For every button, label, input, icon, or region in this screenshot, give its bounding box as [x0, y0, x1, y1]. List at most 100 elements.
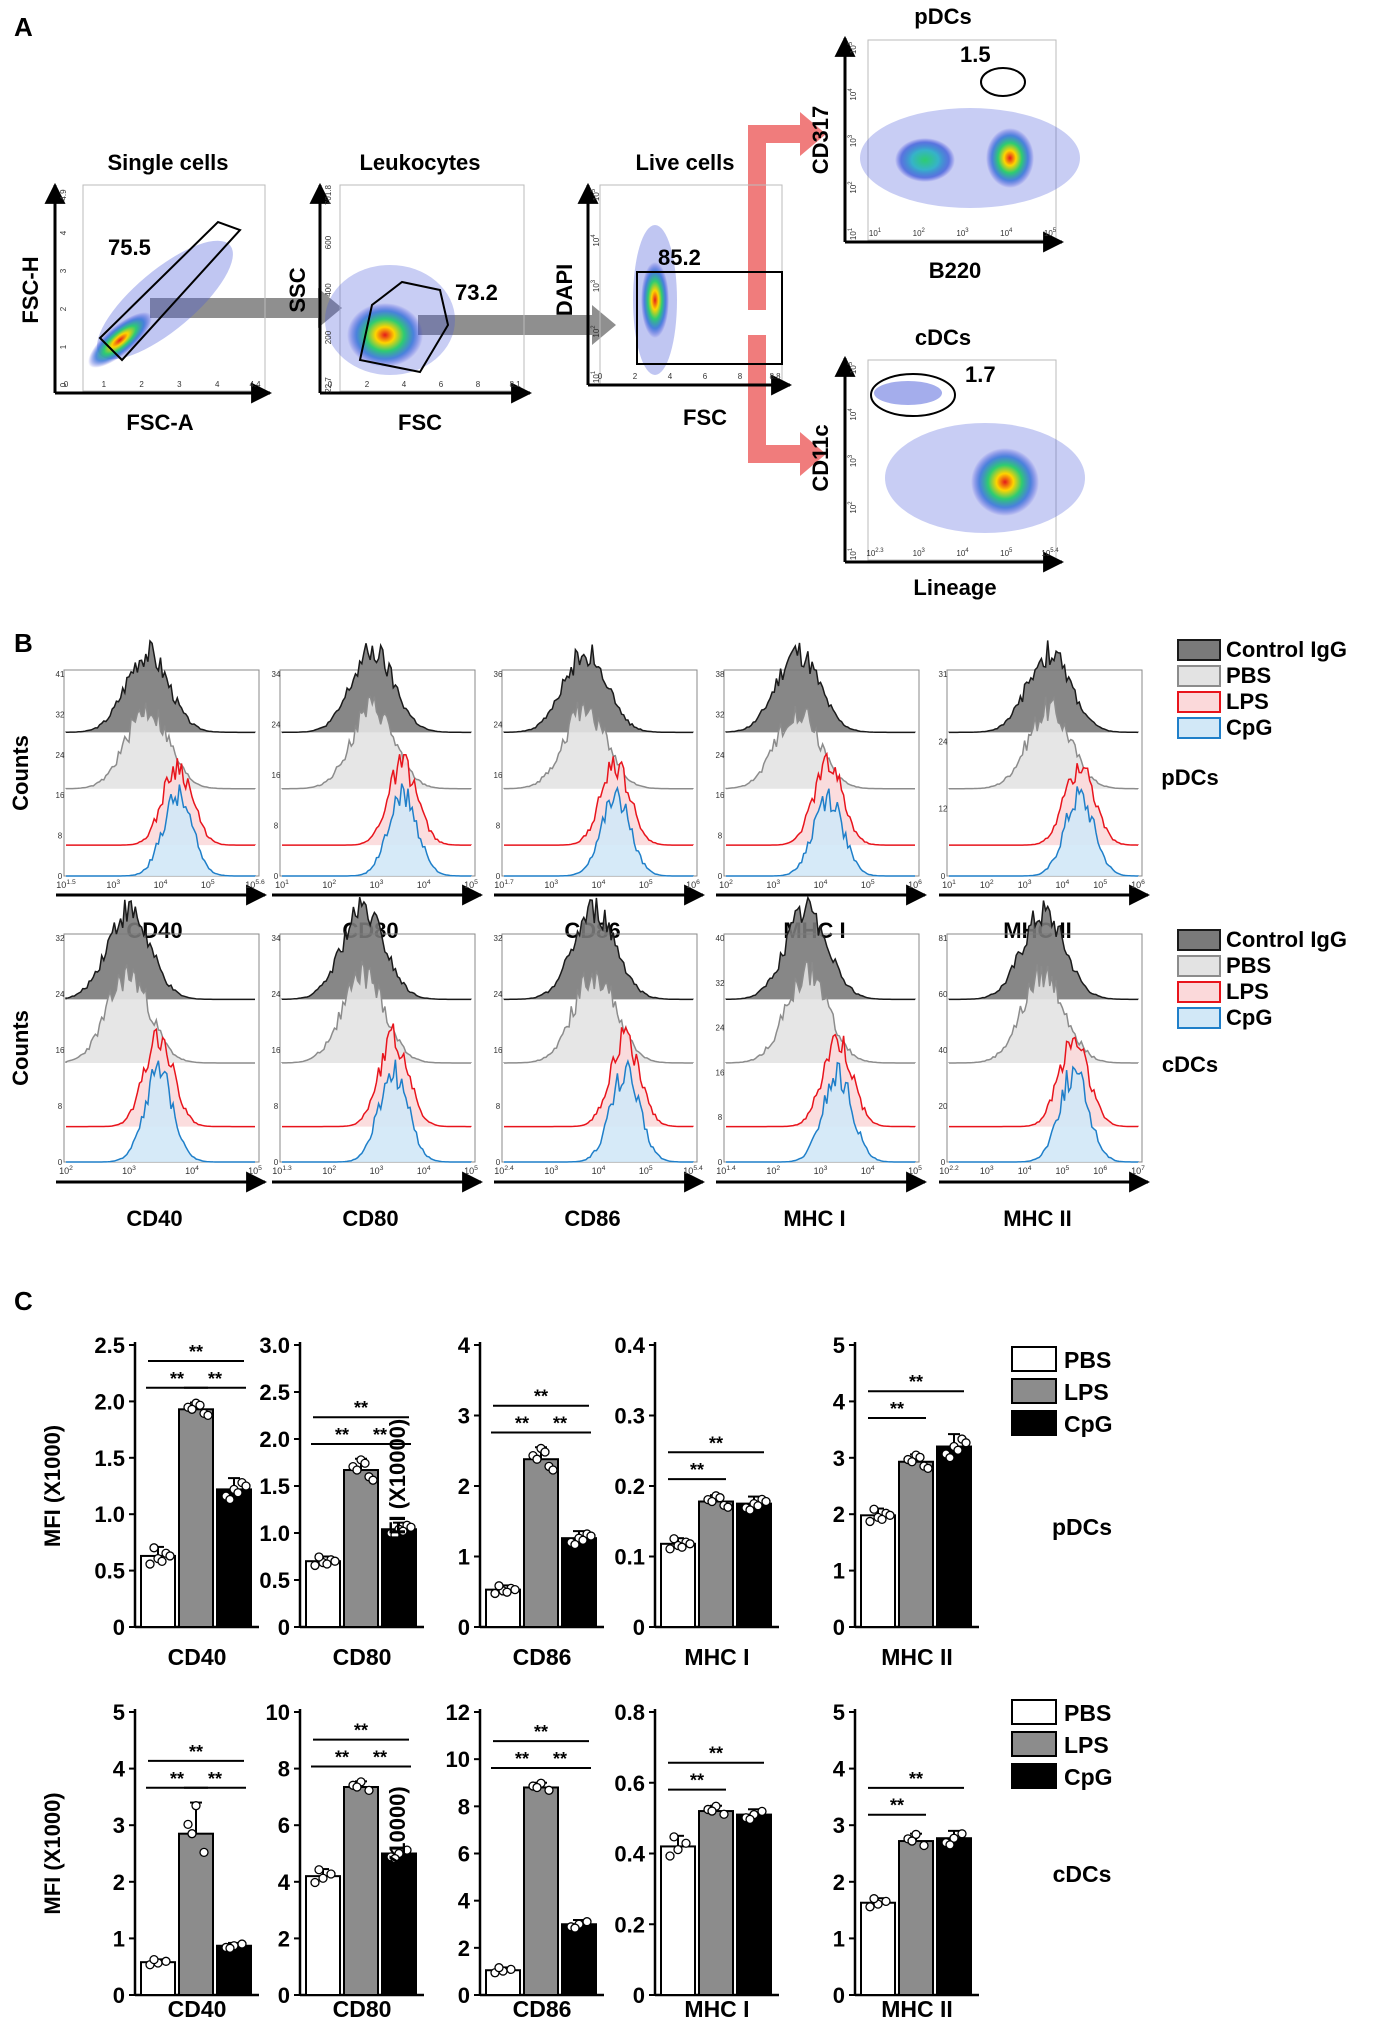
bar-y-tick-label: 1 — [833, 1559, 845, 1584]
bar-y-tick-label: 0.5 — [259, 1568, 290, 1593]
histogram-trace-cpg — [282, 783, 472, 877]
panel-label-b: B — [14, 628, 33, 658]
bar-y-tick-label: 3 — [833, 1813, 845, 1838]
histogram-x-tick: 103 — [814, 1165, 828, 1176]
histogram-fill-control — [66, 899, 255, 1000]
histogram-x-tick: 104 — [861, 1165, 875, 1176]
histogram-y-tick: 40 — [716, 934, 725, 943]
axis-label-y-cdc: CD11c — [808, 424, 833, 491]
histogram-fill-control — [726, 642, 915, 733]
significance-label: ** — [515, 1749, 529, 1769]
scatter-x-tick: 4 — [402, 380, 407, 389]
legend-label: CpG — [1226, 1005, 1272, 1030]
histogram-y-tick: 38 — [716, 670, 725, 679]
scatter-x-tick: 102 — [913, 228, 926, 238]
scatter-frame-cdc — [867, 359, 1057, 561]
data-point — [877, 1514, 887, 1525]
bar-y-label: MFI (X10000) — [385, 1419, 410, 1554]
bar-y-tick-label: 0 — [278, 1983, 290, 2008]
histogram-y-tick: 34 — [272, 934, 281, 943]
legend-swatch — [1177, 955, 1221, 977]
scatter-cdcs: cDCs 1.7 CD11c Lineage — [808, 325, 1085, 600]
bar-y-tick-label: 0 — [633, 1615, 645, 1640]
histogram-x-tick: 105 — [861, 879, 875, 890]
legend-label: LPS — [1226, 979, 1269, 1004]
data-point — [723, 1502, 733, 1512]
legend-swatch — [1011, 1346, 1057, 1372]
histogram-x-tick: 103 — [1018, 879, 1032, 890]
histogram-trace-pbs — [948, 695, 1139, 790]
histogram-MHC-I-pDCs: MHC I0816243238102103104105106 — [716, 642, 928, 943]
histogram-x-tick: 103 — [766, 879, 780, 890]
histogram-trace-lps — [949, 763, 1139, 846]
histogram-x-tick: 105 — [639, 879, 653, 890]
histogram-CD40-cDCs: CD40 0 8 16 24 32 102 103 104 105 — [56, 899, 268, 1231]
histogram-y-tick: 8 — [274, 1102, 279, 1111]
histogram-x-tick: 105 — [1093, 879, 1107, 890]
histogram-y-tick: 8 — [58, 832, 63, 841]
legend-label: PBS — [1064, 1700, 1111, 1726]
histogram-fill-cpg — [282, 1059, 471, 1162]
legend-swatch — [1177, 929, 1221, 951]
scatter-x-tick: 8 — [738, 372, 743, 381]
histogram-x-tick: 103 — [106, 879, 120, 890]
histogram-fill-cpg — [282, 783, 471, 876]
histogram-x-tick: 104 — [154, 879, 168, 890]
scatter-y-tick: 101 — [848, 547, 858, 560]
gate-pct-leuko: 73.2 — [455, 280, 498, 305]
data-point — [582, 1917, 592, 1927]
histogram-trace-control — [948, 900, 1139, 1001]
bar-y-tick-label: 2 — [458, 1936, 470, 1961]
data-point — [570, 1923, 580, 1933]
group-label: pDCs — [1161, 765, 1218, 790]
histogram-trace-lps — [504, 1025, 693, 1128]
data-point — [911, 1829, 921, 1840]
bar-PBS — [305, 1560, 341, 1628]
histogram-y-tick: 24 — [272, 721, 281, 730]
histogram-trace-cpg — [282, 1059, 471, 1163]
data-point — [390, 1853, 400, 1864]
significance-label: ** — [553, 1749, 567, 1769]
scatter-x-tick: 8.8 — [769, 372, 781, 381]
histogram-trace-lps — [66, 1027, 255, 1128]
histogram-y-tick: 32 — [494, 934, 503, 943]
histogram-marker-label: MHC I — [783, 1206, 845, 1231]
scatter-y-tick: 105 — [591, 188, 601, 201]
scatter-y-tick: 104 — [591, 234, 601, 247]
data-point — [310, 1560, 320, 1571]
histogram-MHC-I-cDCs: MHC I 0 8 16 24 32 40 101.4 102 103 104 105 — [716, 895, 928, 1231]
histogram-y-tick: 8 — [496, 1102, 501, 1111]
bar-y-tick-label: 2 — [833, 1502, 845, 1527]
histogram-fill-lps — [282, 754, 471, 846]
bar-y-tick-label: 2.5 — [259, 1380, 290, 1405]
histogram-y-tick: 24 — [56, 751, 65, 760]
histogram-x-tick: 106 — [686, 879, 700, 890]
histogram-y-tick: 0 — [941, 872, 946, 881]
data-point — [241, 1481, 251, 1491]
data-point — [390, 1530, 400, 1540]
density-core — [347, 303, 423, 367]
data-point — [149, 1543, 159, 1553]
histogram-fill-cpg — [949, 786, 1138, 876]
histogram-fill-cpg — [726, 1062, 915, 1162]
data-point — [540, 1447, 550, 1457]
bar-y-tick-label: 6 — [278, 1813, 290, 1838]
density-core — [971, 448, 1039, 516]
gate-pct-single: 75.5 — [108, 235, 151, 260]
histogram-y-tick: 16 — [272, 771, 281, 780]
histogram-fill-pbs — [504, 701, 693, 789]
scatter-x-tick: 104 — [956, 548, 969, 558]
histogram-trace-control — [503, 644, 693, 734]
bar-y-tick-label: 2 — [458, 1474, 470, 1499]
bar-chart-MHC-I-pDCs: 0 0.1 0.2 0.3 0.4 MHC I **** — [614, 1333, 779, 1670]
data-point — [506, 1964, 516, 1975]
data-point — [199, 1847, 209, 1858]
data-point — [187, 1829, 197, 1839]
data-point — [165, 1551, 175, 1561]
histogram-x-tick: 101.4 — [716, 1165, 736, 1176]
axis-label-y-live: DAPI — [552, 264, 577, 317]
data-point — [586, 1531, 596, 1541]
